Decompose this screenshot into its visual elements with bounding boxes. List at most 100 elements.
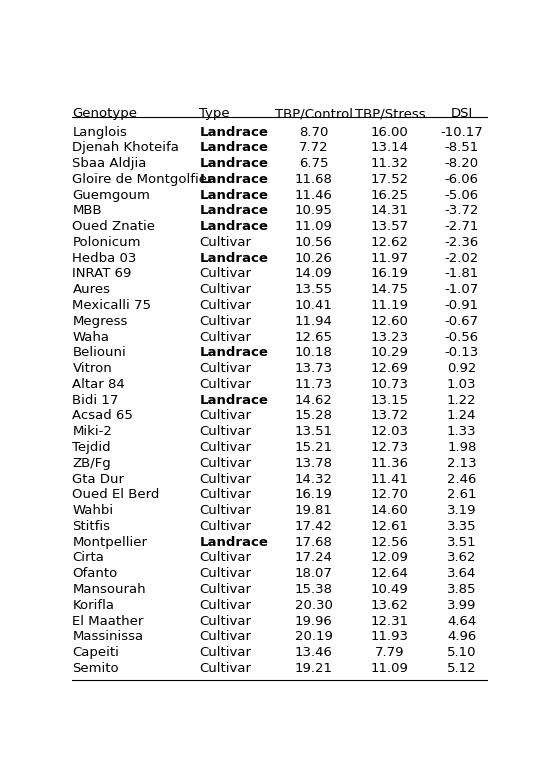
Text: 11.73: 11.73	[295, 378, 333, 391]
Text: 2.13: 2.13	[447, 457, 477, 470]
Text: 12.62: 12.62	[371, 236, 409, 249]
Text: INRAT 69: INRAT 69	[73, 268, 132, 281]
Text: Wahbi: Wahbi	[73, 504, 114, 517]
Text: -3.72: -3.72	[444, 204, 479, 217]
Text: Polonicum: Polonicum	[73, 236, 141, 249]
Text: Cultivar: Cultivar	[199, 409, 251, 423]
Text: Capeiti: Capeiti	[73, 646, 120, 659]
Text: 14.75: 14.75	[371, 283, 409, 296]
Text: 12.73: 12.73	[371, 441, 409, 454]
Text: 14.31: 14.31	[371, 204, 409, 217]
Text: Cultivar: Cultivar	[199, 520, 251, 533]
Text: 2.46: 2.46	[447, 473, 477, 486]
Text: 10.29: 10.29	[371, 346, 409, 359]
Text: 3.64: 3.64	[447, 567, 477, 581]
Text: Cultivar: Cultivar	[199, 662, 251, 675]
Text: 10.95: 10.95	[295, 204, 333, 217]
Text: 3.85: 3.85	[447, 583, 477, 596]
Text: Cultivar: Cultivar	[199, 236, 251, 249]
Text: 10.18: 10.18	[295, 346, 333, 359]
Text: 13.72: 13.72	[371, 409, 409, 423]
Text: Cultivar: Cultivar	[199, 631, 251, 643]
Text: 11.94: 11.94	[295, 315, 333, 328]
Text: 13.57: 13.57	[371, 221, 409, 233]
Text: 11.36: 11.36	[371, 457, 409, 470]
Text: 17.42: 17.42	[295, 520, 333, 533]
Text: 13.51: 13.51	[295, 426, 333, 438]
Text: Semito: Semito	[73, 662, 119, 675]
Text: 11.41: 11.41	[371, 473, 409, 486]
Text: 12.56: 12.56	[371, 536, 409, 549]
Text: 15.28: 15.28	[295, 409, 333, 423]
Text: 5.10: 5.10	[447, 646, 477, 659]
Text: 11.09: 11.09	[295, 221, 333, 233]
Text: 12.69: 12.69	[371, 362, 409, 375]
Text: Cultivar: Cultivar	[199, 331, 251, 344]
Text: 13.46: 13.46	[295, 646, 333, 659]
Text: 13.14: 13.14	[371, 141, 409, 154]
Text: 3.99: 3.99	[447, 599, 477, 612]
Text: Guemgoum: Guemgoum	[73, 189, 150, 201]
Text: Langlois: Langlois	[73, 126, 127, 139]
Text: Landrace: Landrace	[199, 141, 268, 154]
Text: Cultivar: Cultivar	[199, 299, 251, 312]
Text: 11.93: 11.93	[371, 631, 409, 643]
Text: Cultivar: Cultivar	[199, 488, 251, 501]
Text: Beliouni: Beliouni	[73, 346, 126, 359]
Text: 17.68: 17.68	[295, 536, 333, 549]
Text: DSI: DSI	[450, 107, 473, 120]
Text: 3.62: 3.62	[447, 551, 477, 564]
Text: 12.09: 12.09	[371, 551, 409, 564]
Text: 20.19: 20.19	[295, 631, 333, 643]
Text: -8.51: -8.51	[444, 141, 479, 154]
Text: TBP/Stress: TBP/Stress	[354, 107, 425, 120]
Text: 7.72: 7.72	[299, 141, 329, 154]
Text: Cultivar: Cultivar	[199, 315, 251, 328]
Text: 11.19: 11.19	[371, 299, 409, 312]
Text: Cultivar: Cultivar	[199, 441, 251, 454]
Text: 15.38: 15.38	[295, 583, 333, 596]
Text: 14.62: 14.62	[295, 394, 333, 407]
Text: Cultivar: Cultivar	[199, 599, 251, 612]
Text: Tejdid: Tejdid	[73, 441, 111, 454]
Text: -6.06: -6.06	[445, 173, 479, 186]
Text: 11.68: 11.68	[295, 173, 333, 186]
Text: Cultivar: Cultivar	[199, 583, 251, 596]
Text: -0.91: -0.91	[444, 299, 479, 312]
Text: Gloire de Montgolfier: Gloire de Montgolfier	[73, 173, 213, 186]
Text: Cultivar: Cultivar	[199, 646, 251, 659]
Text: 8.70: 8.70	[299, 126, 328, 139]
Text: 4.64: 4.64	[447, 614, 477, 628]
Text: 0.92: 0.92	[447, 362, 477, 375]
Text: Landrace: Landrace	[199, 346, 268, 359]
Text: 11.32: 11.32	[371, 157, 409, 170]
Text: Landrace: Landrace	[199, 221, 268, 233]
Text: Oued Znatie: Oued Znatie	[73, 221, 156, 233]
Text: Landrace: Landrace	[199, 189, 268, 201]
Text: 12.64: 12.64	[371, 567, 409, 581]
Text: Hedba 03: Hedba 03	[73, 251, 137, 264]
Text: Landrace: Landrace	[199, 251, 268, 264]
Text: Bidi 17: Bidi 17	[73, 394, 119, 407]
Text: Miki-2: Miki-2	[73, 426, 112, 438]
Text: 13.73: 13.73	[295, 362, 333, 375]
Text: 19.21: 19.21	[295, 662, 333, 675]
Text: 16.19: 16.19	[371, 268, 409, 281]
Text: 14.32: 14.32	[295, 473, 333, 486]
Text: Landrace: Landrace	[199, 204, 268, 217]
Text: 18.07: 18.07	[295, 567, 333, 581]
Text: 17.24: 17.24	[295, 551, 333, 564]
Text: Sbaa Aldjia: Sbaa Aldjia	[73, 157, 147, 170]
Text: ZB/Fg: ZB/Fg	[73, 457, 111, 470]
Text: 12.03: 12.03	[371, 426, 409, 438]
Text: 13.55: 13.55	[295, 283, 333, 296]
Text: Cultivar: Cultivar	[199, 473, 251, 486]
Text: 1.98: 1.98	[447, 441, 477, 454]
Text: Korifla: Korifla	[73, 599, 115, 612]
Text: 13.78: 13.78	[295, 457, 333, 470]
Text: Cultivar: Cultivar	[199, 551, 251, 564]
Text: Cultivar: Cultivar	[199, 457, 251, 470]
Text: -10.17: -10.17	[441, 126, 483, 139]
Text: Landrace: Landrace	[199, 126, 268, 139]
Text: 14.60: 14.60	[371, 504, 409, 517]
